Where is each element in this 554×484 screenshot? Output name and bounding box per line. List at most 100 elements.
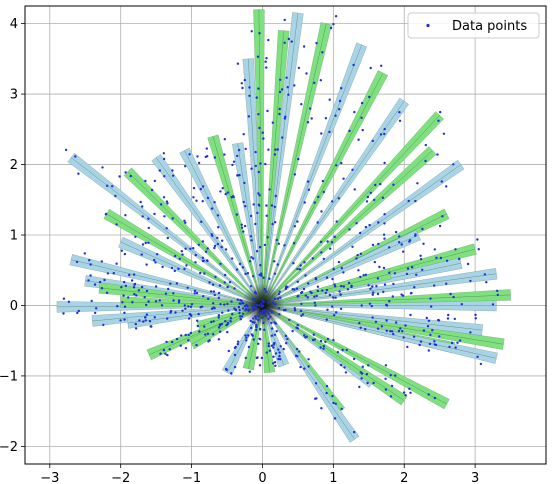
data-point — [95, 307, 98, 310]
data-point — [277, 357, 280, 361]
data-point — [353, 188, 356, 191]
data-point — [64, 148, 68, 152]
data-point — [248, 370, 251, 373]
data-point — [319, 339, 323, 343]
data-point — [213, 293, 216, 297]
y-tick-label: 0 — [10, 299, 18, 314]
data-point — [184, 333, 187, 337]
data-point — [398, 119, 402, 123]
data-point — [282, 347, 285, 351]
data-point — [458, 257, 461, 261]
data-point — [273, 272, 277, 275]
data-point — [317, 195, 320, 199]
data-point — [224, 192, 227, 196]
data-point — [223, 303, 226, 306]
data-point — [120, 249, 124, 252]
data-point — [339, 307, 343, 310]
data-point — [429, 333, 432, 337]
data-point — [255, 96, 258, 99]
data-point — [356, 254, 359, 257]
data-point — [292, 242, 296, 245]
data-point — [401, 330, 404, 333]
data-point — [433, 248, 436, 251]
data-point — [272, 362, 275, 365]
data-point — [421, 227, 424, 231]
data-point — [306, 180, 310, 183]
data-point — [389, 330, 392, 333]
data-point — [223, 281, 226, 284]
data-point — [347, 281, 351, 285]
data-point — [258, 245, 262, 249]
data-point — [270, 344, 274, 347]
data-point — [381, 196, 385, 199]
data-point — [344, 371, 348, 374]
data-point — [479, 362, 483, 366]
data-point — [284, 334, 288, 338]
data-point — [377, 221, 380, 224]
data-point — [402, 250, 405, 253]
data-point — [87, 279, 90, 282]
data-point — [179, 344, 182, 347]
data-point — [258, 273, 261, 277]
data-point — [283, 244, 286, 247]
data-point — [166, 202, 169, 205]
data-point — [169, 282, 172, 285]
data-point — [273, 153, 277, 156]
data-point — [217, 314, 221, 317]
data-point — [389, 395, 393, 398]
data-point — [195, 199, 198, 202]
data-point — [413, 286, 416, 289]
data-point — [249, 285, 253, 288]
data-point — [369, 66, 372, 70]
data-point — [332, 296, 335, 299]
x-tick-label: 0 — [258, 471, 266, 484]
data-point — [216, 214, 220, 217]
data-point — [253, 321, 256, 324]
data-point — [312, 333, 315, 336]
data-point — [130, 279, 134, 282]
data-point — [171, 340, 174, 344]
data-point — [296, 267, 299, 271]
data-point — [311, 257, 314, 260]
data-point — [298, 350, 301, 353]
data-point — [382, 266, 386, 270]
data-point — [217, 226, 220, 229]
data-point — [328, 130, 331, 134]
data-point — [260, 356, 264, 360]
data-point — [233, 365, 237, 369]
data-point — [279, 78, 282, 82]
data-point — [338, 99, 342, 103]
data-point — [255, 326, 258, 329]
data-point — [180, 334, 183, 337]
data-point — [427, 349, 430, 352]
data-point — [239, 299, 242, 302]
data-point — [438, 335, 441, 338]
legend-marker — [426, 23, 430, 28]
data-point — [211, 283, 215, 286]
data-point — [359, 231, 362, 235]
data-point — [187, 305, 190, 308]
data-point — [236, 154, 239, 158]
data-point — [193, 292, 196, 295]
data-point — [255, 328, 258, 332]
data-point — [94, 311, 97, 315]
data-point — [333, 235, 336, 239]
data-point — [315, 41, 318, 45]
data-point — [367, 364, 370, 367]
data-point — [165, 227, 168, 230]
data-point — [388, 246, 391, 249]
data-point — [220, 245, 223, 249]
data-point — [258, 304, 261, 307]
data-point — [314, 277, 317, 280]
data-point — [100, 287, 104, 290]
data-point — [382, 290, 385, 294]
data-point — [321, 179, 325, 183]
data-point — [383, 222, 386, 225]
data-point — [378, 265, 381, 269]
data-point — [449, 292, 452, 296]
y-tick-label: −2 — [0, 440, 18, 455]
data-point — [267, 344, 270, 348]
data-point — [342, 177, 345, 180]
data-point — [269, 315, 272, 318]
data-point — [263, 243, 267, 247]
